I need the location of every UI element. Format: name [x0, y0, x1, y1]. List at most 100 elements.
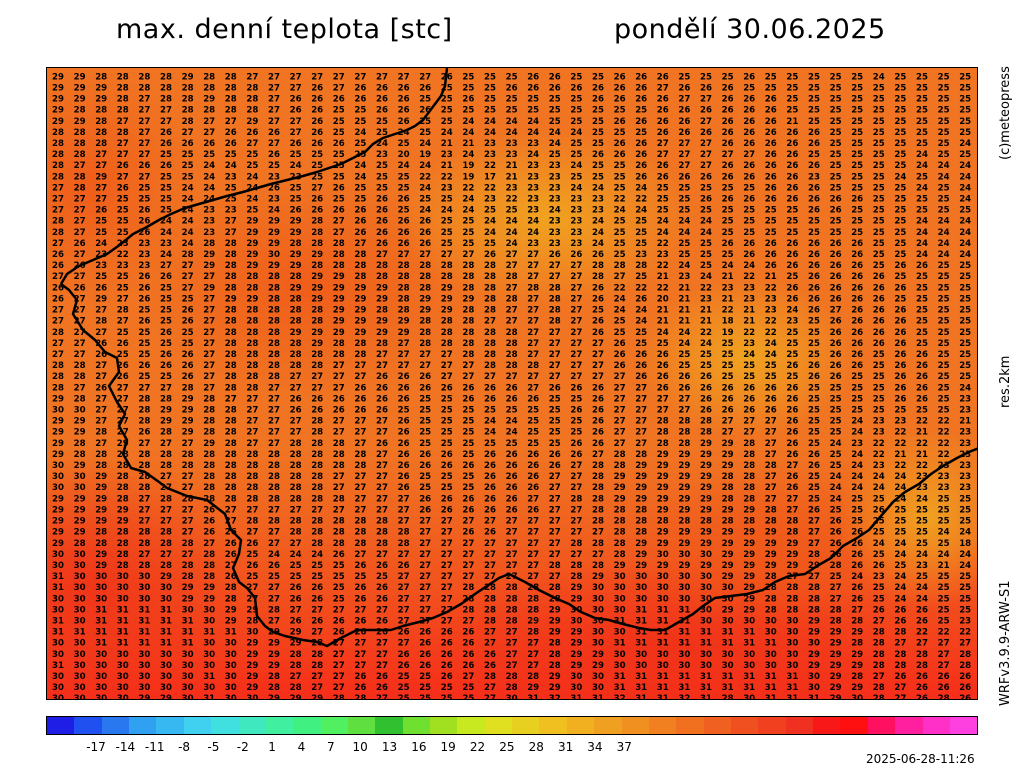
- temperature-value: 27: [376, 505, 388, 515]
- temperature-value: 29: [419, 306, 431, 316]
- temperature-value: 28: [743, 517, 755, 527]
- temperature-value: 26: [398, 661, 410, 671]
- temperature-map[interactable]: 29 29 28 28 28 28 29 28 28 27 27 27 27 27 27 27 27 27 26 25…: [46, 67, 978, 700]
- temperature-value: 25: [873, 261, 885, 271]
- temperature-value: 29: [851, 628, 863, 638]
- temperature-value: 23: [527, 194, 539, 204]
- temperature-value: 27: [441, 517, 453, 527]
- temperature-value: 28: [95, 72, 107, 82]
- temperature-value: 28: [484, 272, 496, 282]
- temperature-value: 24: [916, 494, 928, 504]
- temperature-value: 27: [592, 372, 604, 382]
- temperature-value: 24: [894, 172, 906, 182]
- temperature-value: 23: [873, 428, 885, 438]
- temperature-value: 28: [290, 361, 302, 371]
- temperature-value: 27: [225, 517, 237, 527]
- temperature-value: 28: [74, 439, 86, 449]
- temperature-value: 22: [959, 628, 971, 638]
- temperature-value: 28: [506, 294, 518, 304]
- temperature-value: 26: [527, 461, 539, 471]
- temperature-value: 27: [657, 83, 669, 93]
- temperature-value: 26: [765, 250, 777, 260]
- temperature-value: 31: [614, 672, 626, 682]
- temperature-value: 27: [290, 539, 302, 549]
- temperature-value: 31: [138, 616, 150, 626]
- temperature-value: 25: [138, 194, 150, 204]
- temperature-value: 29: [203, 283, 215, 293]
- temperature-value: 24: [916, 239, 928, 249]
- temperature-value: 28: [743, 494, 755, 504]
- temperature-value: 26: [808, 294, 820, 304]
- temperature-value: 27: [657, 139, 669, 149]
- color-scale-step: [211, 717, 239, 734]
- temperature-value: 27: [549, 505, 561, 515]
- temperature-value: 24: [873, 483, 885, 493]
- temperature-value: 27: [354, 361, 366, 371]
- temperature-value: 28: [268, 328, 280, 338]
- temperature-value: 25: [95, 272, 107, 282]
- temperature-value: 25: [830, 417, 842, 427]
- temperature-value: 29: [246, 661, 258, 671]
- temperature-value: 28: [52, 161, 64, 171]
- temperature-value: 27: [203, 539, 215, 549]
- temperature-value: 26: [376, 405, 388, 415]
- temperature-value: 29: [52, 95, 64, 105]
- temperature-value: 25: [765, 217, 777, 227]
- temperature-value: 27: [354, 650, 366, 660]
- temperature-value: 26: [743, 405, 755, 415]
- temperature-value: 23: [916, 483, 928, 493]
- temperature-value: 28: [290, 472, 302, 482]
- temperature-value: 25: [484, 239, 496, 249]
- temperature-value: 25: [851, 405, 863, 415]
- temperature-value: 29: [182, 594, 194, 604]
- temperature-value: 28: [225, 583, 237, 593]
- temperature-value: 25: [959, 150, 971, 160]
- temperature-value: 28: [354, 250, 366, 260]
- temperature-value: 27: [160, 383, 172, 393]
- temperature-value: 28: [873, 639, 885, 649]
- temperature-value: 26: [614, 361, 626, 371]
- temperature-value: 24: [354, 161, 366, 171]
- temperature-value: 29: [765, 550, 777, 560]
- temperature-value: 26: [203, 528, 215, 538]
- temperature-value: 25: [441, 394, 453, 404]
- temperature-value: 23: [592, 194, 604, 204]
- temperature-value: 27: [527, 494, 539, 504]
- temperature-value: 31: [765, 694, 777, 700]
- temperature-value: 27: [398, 572, 410, 582]
- temperature-value: 29: [52, 505, 64, 515]
- temperature-value: 27: [376, 428, 388, 438]
- temperature-value: 21: [959, 417, 971, 427]
- temperature-value: 26: [786, 150, 798, 160]
- temperature-value: 25: [225, 183, 237, 193]
- temperature-value: 32: [549, 694, 561, 700]
- temperature-value: 25: [894, 83, 906, 93]
- temperature-value: 28: [182, 95, 194, 105]
- temperature-value: 21: [657, 317, 669, 327]
- temperature-value: 28: [311, 661, 323, 671]
- temperature-value: 29: [743, 561, 755, 571]
- temperature-value: 27: [52, 206, 64, 216]
- temperature-value: 22: [657, 261, 669, 271]
- color-scale-tick-label: 4: [297, 740, 306, 754]
- temperature-value: 25: [419, 483, 431, 493]
- temperature-value: 27: [462, 672, 474, 682]
- temperature-value: 29: [678, 539, 690, 549]
- temperature-value: 22: [117, 250, 129, 260]
- temperature-value: 25: [851, 161, 863, 171]
- temperature-value: 23: [203, 228, 215, 238]
- temperature-value: 28: [311, 439, 323, 449]
- temperature-value: 22: [916, 461, 928, 471]
- temperature-value: 26: [484, 505, 496, 515]
- temperature-value: 29: [52, 539, 64, 549]
- temperature-value: 26: [592, 150, 604, 160]
- temperature-value: 26: [786, 172, 798, 182]
- temperature-value: 29: [311, 339, 323, 349]
- temperature-value: 27: [938, 661, 950, 671]
- temperature-value: 28: [311, 361, 323, 371]
- heat-area-center: [137, 178, 477, 398]
- temperature-value: 30: [52, 605, 64, 615]
- temperature-value: 27: [614, 272, 626, 282]
- temperature-value: 28: [268, 450, 280, 460]
- temperature-value: 28: [873, 661, 885, 671]
